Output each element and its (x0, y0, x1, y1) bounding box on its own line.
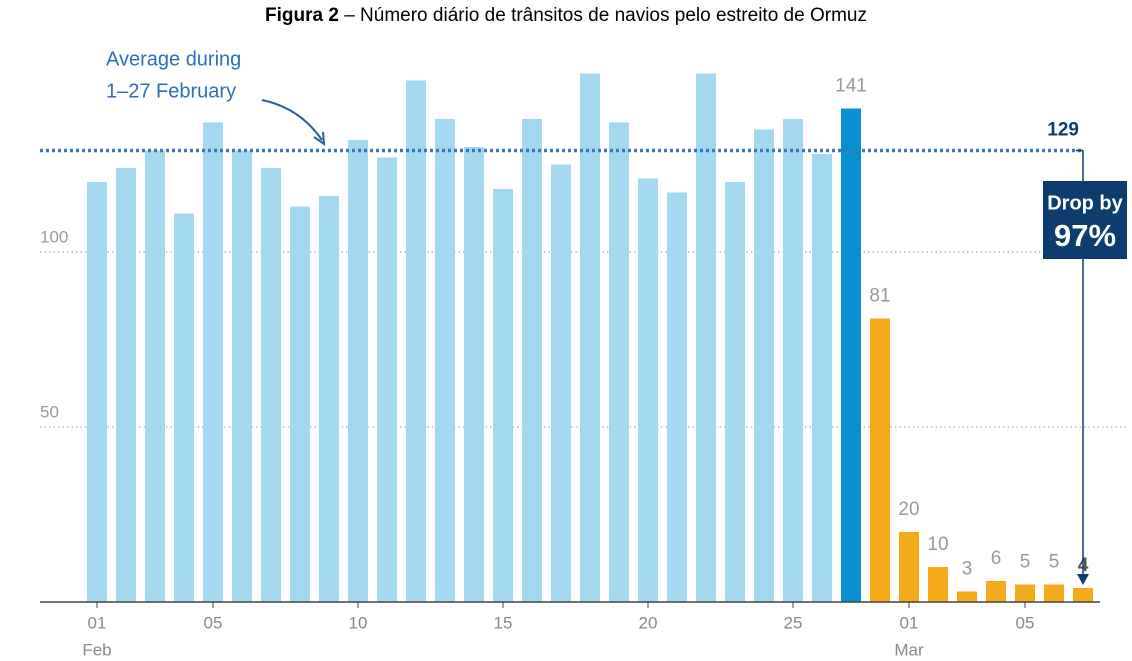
value-label: 3 (962, 559, 973, 580)
bar (696, 73, 716, 602)
x-tick-label: 05 (204, 613, 223, 632)
bar (87, 182, 107, 602)
bar (725, 182, 745, 602)
bar (638, 178, 658, 602)
value-label: 5 (1049, 552, 1060, 573)
bar (203, 122, 223, 602)
bar (870, 318, 890, 602)
value-label: 141 (835, 76, 867, 97)
chart-title: Figura 2 – Número diário de trânsitos de… (265, 5, 867, 26)
average-annotation: Average during (106, 48, 241, 70)
bar (261, 168, 281, 602)
bar (899, 532, 919, 602)
value-label: 5 (1020, 552, 1031, 573)
bar (841, 108, 861, 602)
y-tick-label: 50 (40, 402, 59, 421)
bar (290, 206, 310, 602)
bar (435, 119, 455, 602)
x-group-label: Feb (82, 640, 111, 659)
callout-box (1043, 181, 1127, 259)
value-label: 81 (869, 286, 890, 307)
drop-arrowhead (1077, 574, 1089, 585)
bar (522, 119, 542, 602)
average-value-label: 129 (1047, 120, 1079, 141)
x-tick-label: 25 (784, 613, 803, 632)
callout-value: 97% (1054, 218, 1116, 253)
average-annotation: 1–27 February (106, 80, 236, 102)
x-group-label: Mar (894, 640, 924, 659)
x-tick-label: 15 (494, 613, 513, 632)
x-tick-label: 20 (639, 613, 658, 632)
bar (783, 119, 803, 602)
bar (580, 73, 600, 602)
title-prefix: Figura 2 (265, 5, 339, 26)
bar (145, 150, 165, 602)
annotation-arrow (261, 99, 323, 141)
x-tick-label: 01 (900, 613, 919, 632)
title-text: – Número diário de trânsitos de navios p… (344, 5, 867, 26)
bar (377, 157, 397, 602)
y-tick-label: 100 (40, 227, 68, 246)
bar (174, 213, 194, 602)
bar (667, 192, 687, 602)
annotation-arrowhead (313, 131, 326, 147)
bar (116, 168, 136, 602)
bar (986, 581, 1006, 602)
x-tick-label: 10 (349, 613, 368, 632)
x-tick-label: 05 (1016, 613, 1035, 632)
bar (1015, 584, 1035, 602)
bar (957, 591, 977, 602)
bar (609, 122, 629, 602)
bar (319, 196, 339, 602)
bar (1044, 584, 1064, 602)
value-label: 6 (991, 548, 1002, 569)
bar (493, 189, 513, 602)
value-label: 10 (927, 534, 948, 555)
bar (812, 154, 832, 602)
callout-text: Drop by (1047, 192, 1123, 214)
bar (348, 140, 368, 602)
bar (464, 147, 484, 602)
bar (232, 150, 252, 602)
x-tick-label: 01 (88, 613, 107, 632)
bar (754, 129, 774, 602)
bar (1073, 588, 1093, 602)
value-label: 20 (898, 499, 919, 520)
bar (406, 80, 426, 602)
bar (551, 164, 571, 602)
bar (928, 567, 948, 602)
